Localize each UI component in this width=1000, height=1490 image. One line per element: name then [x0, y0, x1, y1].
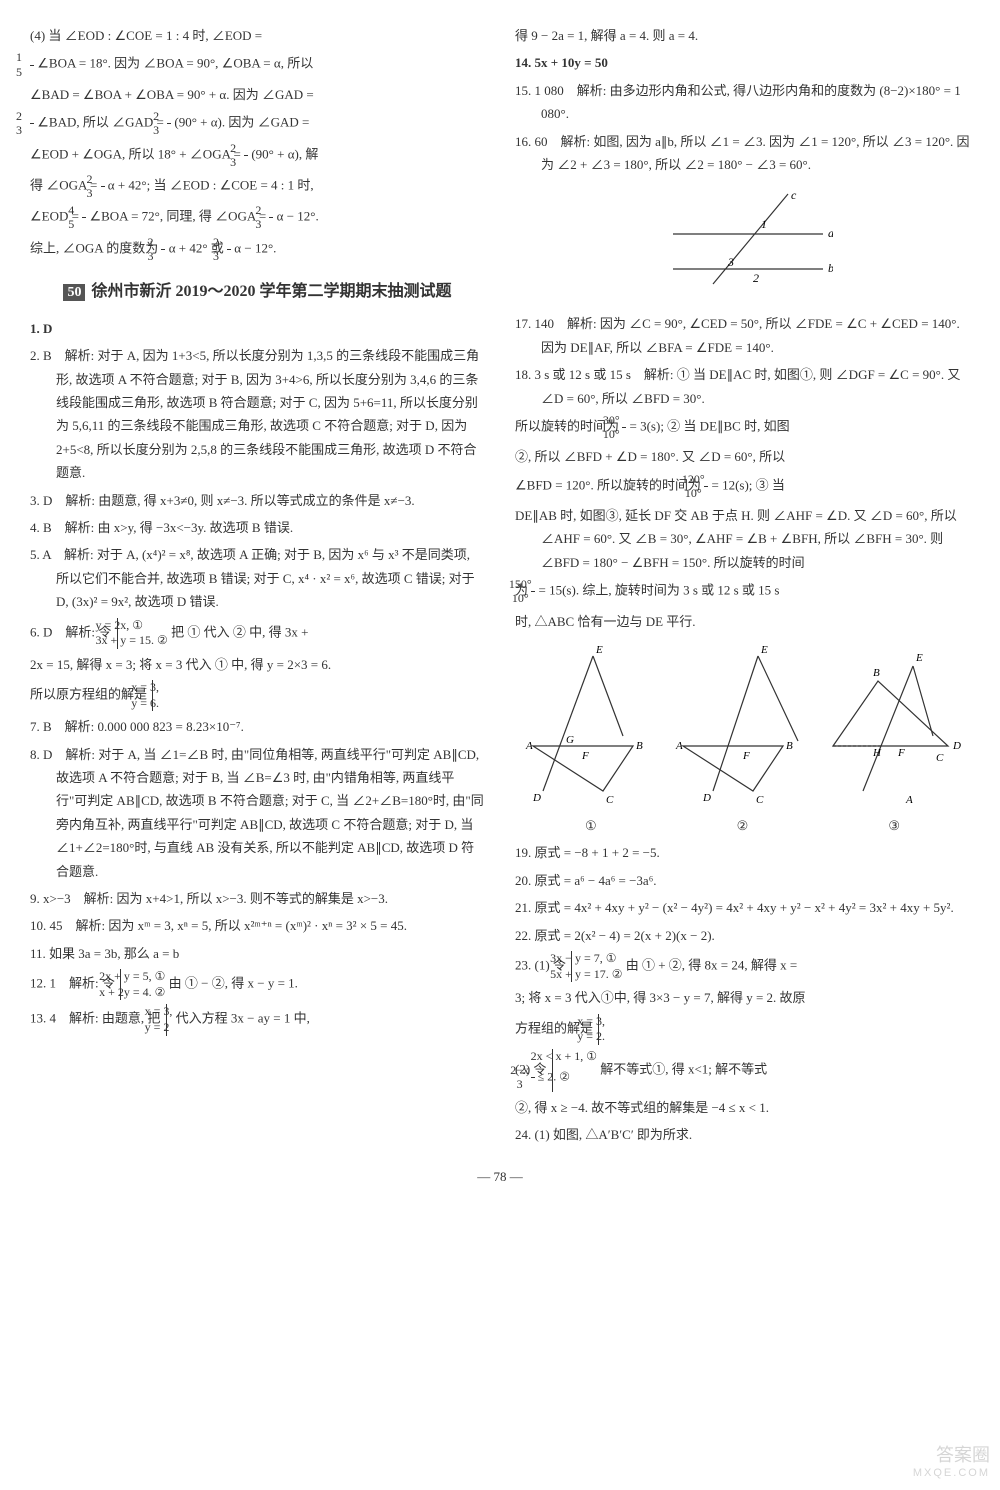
ans-23-1b: 3; 将 x = 3 代入①中, 得 3×3 − y = 7, 解得 y = 2… — [515, 986, 970, 1009]
q4-line6: 得 ∠OGA = 23 α + 42°; 当 ∠EOD : ∠COE = 4 :… — [30, 173, 485, 200]
svg-text:B: B — [873, 667, 880, 679]
ans-20: 20. 原式 = a⁶ − 4a⁶ = −3a⁶. — [515, 869, 970, 892]
svg-text:F: F — [742, 750, 750, 762]
ans-16: 16. 60 解析: 如图, 因为 a∥b, 所以 ∠1 = ∠3. 因为 ∠1… — [515, 130, 970, 177]
q4-line2: 15 ∠BOA = 18°. 因为 ∠BOA = 90°, ∠OBA = α, … — [30, 51, 485, 78]
ans-3: 3. D 解析: 由题意, 得 x+3≠0, 则 x≠−3. 所以等式成立的条件… — [30, 489, 485, 512]
section-title: 50徐州市新沂 2019～2020 学年第二学期期末抽测试题 — [30, 278, 485, 307]
svg-text:D: D — [532, 792, 541, 804]
q4-line1: (4) 当 ∠EOD : ∠COE = 1 : 4 时, ∠EOD = — [30, 24, 485, 47]
ans-19: 19. 原式 = −8 + 1 + 2 = −5. — [515, 841, 970, 864]
ans-18-1: 18. 3 s 或 12 s 或 15 s 解析: ① 当 DE∥AC 时, 如… — [515, 363, 970, 410]
svg-text:A: A — [905, 794, 913, 806]
fig-labels: ①②③ — [515, 814, 970, 837]
q4-line4: 23 ∠BAD, 所以 ∠GAD = 23 (90° + α). 因为 ∠GAD… — [30, 110, 485, 137]
svg-text:3: 3 — [727, 255, 734, 269]
svg-text:E: E — [595, 644, 603, 656]
ans-18-7: 时, △ABC 恰有一边与 DE 平行. — [515, 610, 970, 633]
svg-text:a: a — [828, 226, 833, 240]
ans-6c: 所以原方程组的解是 x = 3,y = 6. — [30, 680, 485, 711]
ans-18-3: ②, 所以 ∠BFD + ∠D = 180°. 又 ∠D = 60°, 所以 — [515, 445, 970, 468]
svg-text:b: b — [828, 261, 833, 275]
svg-text:C: C — [606, 794, 614, 806]
ans-8: 8. D 解析: 对于 A, 当 ∠1=∠B 时, 由"同位角相等, 两直线平行… — [30, 743, 485, 883]
ans-18-6: 为 150°10° = 15(s). 综上, 旋转时间为 3 s 或 12 s … — [515, 578, 970, 605]
q4-line3: ∠BAD = ∠BOA + ∠OBA = 90° + α. 因为 ∠GAD = — [30, 83, 485, 106]
section-number: 50 — [63, 284, 85, 301]
ans-23-1: 23. (1) 令 3x − y = 7, ①5x + y = 17. ② 由 … — [515, 951, 970, 982]
ans-15: 15. 1 080 解析: 由多边形内角和公式, 得八边形内角和的度数为 (8−… — [515, 79, 970, 126]
ans-21: 21. 原式 = 4x² + 4xy + y² − (x² − 4y²) = 4… — [515, 896, 970, 919]
svg-text:B: B — [636, 740, 643, 752]
svg-text:1: 1 — [761, 217, 767, 231]
svg-text:E: E — [915, 652, 923, 664]
ans-13-cont: 得 9 − 2a = 1, 解得 a = 4. 则 a = 4. — [515, 24, 970, 47]
ans-23-2b: ②, 得 x ≥ −4. 故不等式组的解集是 −4 ≤ x < 1. — [515, 1096, 970, 1119]
ans-17: 17. 140 解析: 因为 ∠C = 90°, ∠CED = 50°, 所以 … — [515, 312, 970, 359]
q4-line8: 综上, ∠OGA 的度数为 23 α + 42° 或 23 α − 12°. — [30, 236, 485, 263]
ans-9: 9. x>−3 解析: 因为 x+4>1, 所以 x>−3. 则不等式的解集是 … — [30, 887, 485, 910]
svg-text:E: E — [760, 644, 768, 656]
svg-text:D: D — [702, 792, 711, 804]
ans-18-4: ∠BFD = 120°. 所以旋转的时间为 120°10° = 12(s); ③… — [515, 473, 970, 500]
ans-2: 2. B 解析: 对于 A, 因为 1+3<5, 所以长度分别为 1,3,5 的… — [30, 344, 485, 484]
ans-24: 24. (1) 如图, △A′B′C′ 即为所求. — [515, 1123, 970, 1146]
svg-text:c: c — [791, 188, 797, 202]
ans-12: 12. 1 解析: 令 2x + y = 5, ①x + 2y = 4. ② 由… — [30, 969, 485, 1000]
svg-text:C: C — [756, 794, 764, 806]
ans-13: 13. 4 解析: 由题意, 把 x = 3,y = 2 代入方程 3x − a… — [30, 1004, 485, 1035]
diagram-16: c a b 1 3 2 — [653, 184, 833, 304]
ans-23-1c: 方程组的解是 x = 3,y = 2. — [515, 1014, 970, 1045]
watermark: 答案圈 MXQE.COM — [913, 1445, 990, 1480]
svg-text:2: 2 — [753, 271, 759, 285]
ans-14: 14. 5x + 10y = 50 — [515, 51, 970, 74]
svg-text:A: A — [675, 740, 683, 752]
ans-22: 22. 原式 = 2(x² − 4) = 2(x + 2)(x − 2). — [515, 924, 970, 947]
svg-text:A: A — [525, 740, 533, 752]
svg-text:D: D — [952, 740, 961, 752]
ans-18-5: DE∥AB 时, 如图③, 延长 DF 交 AB 于点 H. 则 ∠AHF = … — [515, 504, 970, 574]
ans-7: 7. B 解析: 0.000 000 823 = 8.23×10⁻⁷. — [30, 715, 485, 738]
ans-1: 1. D — [30, 317, 485, 340]
svg-text:F: F — [581, 750, 589, 762]
ans-11: 11. 如果 3a = 3b, 那么 a = b — [30, 942, 485, 965]
q4-line5: ∠EOD + ∠OGA, 所以 18° + ∠OGA = 23 (90° + α… — [30, 142, 485, 169]
ans-6: 6. D 解析: 令 y = 2x, ①3x + y = 15. ② 把 ① 代… — [30, 618, 485, 649]
svg-text:H: H — [872, 747, 882, 759]
q4-line7: ∠EOD = 45 ∠BOA = 72°, 同理, 得 ∠OGA = 23 α … — [30, 204, 485, 231]
svg-text:G: G — [566, 734, 574, 746]
page-number: — 78 — — [30, 1165, 970, 1188]
diagram-18: ABCEDFGABCEDFABCEDFH — [518, 641, 968, 811]
ans-6b: 2x = 15, 解得 x = 3; 将 x = 3 代入 ① 中, 得 y =… — [30, 653, 485, 676]
ans-23-2: (2) 令 2x < x + 1, ①2−x3 ≤ 2. ② 解不等式①, 得 … — [515, 1049, 970, 1092]
svg-text:B: B — [786, 740, 793, 752]
svg-text:C: C — [936, 752, 944, 764]
svg-text:F: F — [897, 747, 905, 759]
ans-5: 5. A 解析: 对于 A, (x⁴)² = x⁸, 故选项 A 正确; 对于 … — [30, 543, 485, 613]
ans-4: 4. B 解析: 由 x>y, 得 −3x<−3y. 故选项 B 错误. — [30, 516, 485, 539]
ans-18-2: 所以旋转的时间为 30°10° = 3(s); ② 当 DE∥BC 时, 如图 — [515, 414, 970, 441]
ans-10: 10. 45 解析: 因为 xᵐ = 3, xⁿ = 5, 所以 x²ᵐ⁺ⁿ =… — [30, 914, 485, 937]
